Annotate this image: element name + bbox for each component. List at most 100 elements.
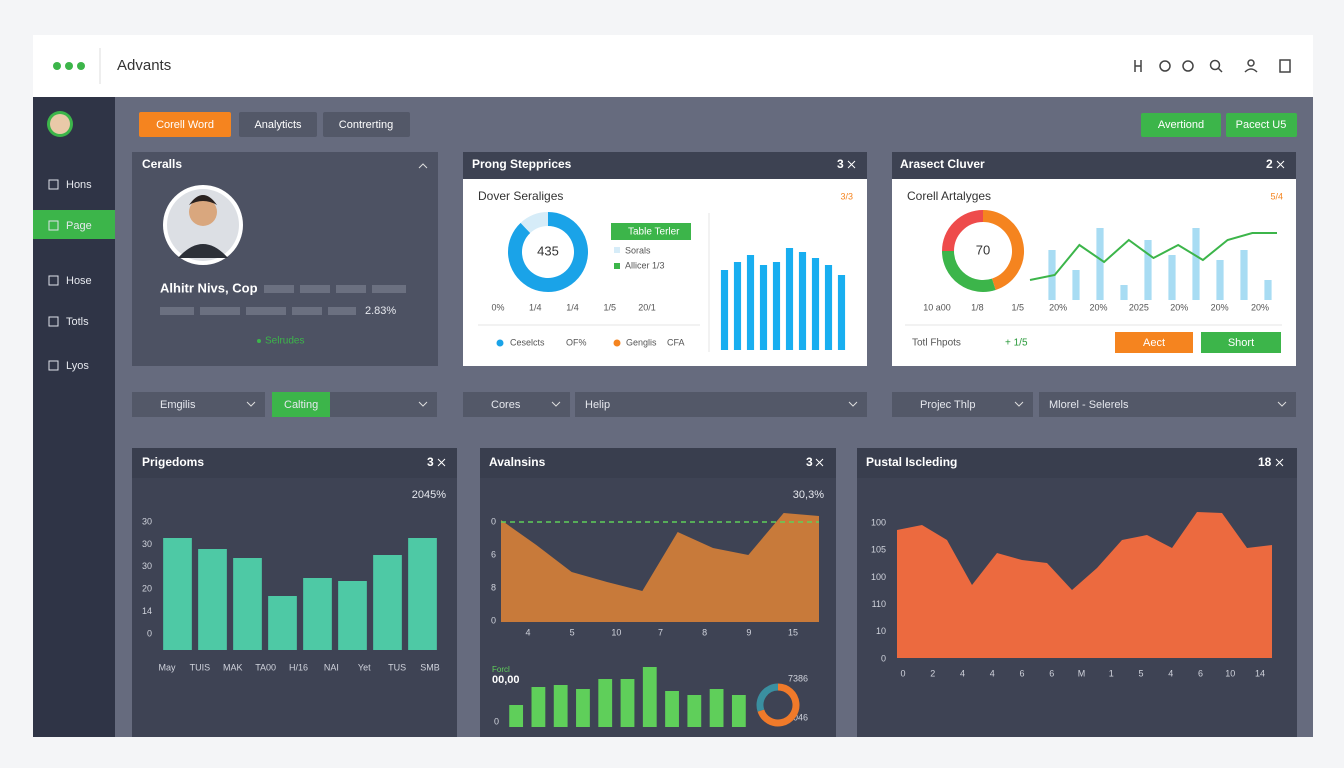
card-corner: 5/4 (1270, 191, 1283, 201)
y-tick-label: 30 (142, 516, 152, 526)
profile-link[interactable]: Selrudes (265, 336, 304, 347)
nav-label[interactable]: Page (66, 220, 92, 232)
button[interactable] (1201, 332, 1281, 353)
placeholder (372, 285, 406, 293)
panel-header (480, 448, 836, 478)
x-tick-label: 20% (1049, 302, 1067, 312)
x-tick-label: 1/5 (1011, 302, 1024, 312)
app-title: Advants (117, 57, 171, 74)
close[interactable] (1275, 458, 1284, 467)
placeholder (328, 307, 356, 315)
tab-label[interactable]: Contrerting (339, 119, 393, 131)
nav-label[interactable]: Lyos (66, 360, 89, 372)
button-label[interactable]: Aect (1143, 337, 1165, 349)
icon[interactable] (1134, 60, 1142, 72)
tab-label[interactable]: Corell Word (156, 119, 214, 131)
nav-icon[interactable] (48, 275, 59, 286)
nav-label[interactable]: Totls (66, 316, 89, 328)
x-tick-label: TUS (388, 662, 406, 672)
icon[interactable] (1159, 60, 1171, 72)
icon[interactable] (1279, 59, 1291, 73)
small-value: 00,00 (492, 674, 520, 686)
photo-face (189, 198, 217, 226)
button[interactable] (1141, 113, 1221, 137)
bar (553, 685, 568, 727)
y-tick-label: 10 (876, 626, 886, 636)
bar (620, 679, 635, 727)
button-label[interactable]: Avertiond (1158, 119, 1204, 131)
footer-label: Genglis (626, 337, 657, 347)
x-tick-label: 7 (658, 627, 663, 637)
dropdown[interactable] (330, 392, 437, 417)
dropdown-label[interactable]: Projec Thlp (920, 399, 975, 411)
x-tick-label: 5 (570, 627, 575, 637)
nav-icon[interactable] (48, 220, 59, 231)
dropdown-label[interactable]: Cores (491, 399, 521, 411)
close[interactable] (1276, 160, 1285, 169)
button[interactable] (1226, 113, 1297, 137)
dropdown[interactable] (132, 392, 265, 417)
tab[interactable] (323, 112, 410, 137)
bar (1144, 240, 1152, 300)
photo-hair (189, 195, 217, 205)
cluster-panel (892, 152, 1296, 366)
dropdown[interactable] (463, 392, 570, 417)
x-tick-label: 4 (1168, 668, 1173, 678)
dropdown[interactable] (892, 392, 1033, 417)
close[interactable] (815, 458, 824, 467)
icon[interactable] (1182, 60, 1194, 72)
chevron[interactable] (418, 163, 428, 169)
dropdown-label[interactable]: Mlorel - Selerels (1049, 399, 1129, 411)
y-tick-label: 14 (142, 606, 152, 616)
bar (824, 265, 833, 350)
card-subtitle: Corell Artalyges (907, 189, 991, 203)
donut-label: 435 (537, 243, 559, 258)
button[interactable] (1115, 332, 1193, 353)
dropdown-label[interactable]: Calting (284, 399, 318, 411)
dropdown[interactable] (575, 392, 867, 417)
stock-panel (463, 152, 867, 366)
button-label[interactable]: Short (1228, 337, 1254, 349)
nav-icon[interactable] (48, 179, 59, 190)
button-label[interactable]: Pacect U5 (1236, 119, 1287, 131)
bar (772, 262, 781, 350)
toolbar-icons[interactable] (1134, 59, 1291, 73)
tab-label[interactable]: Analyticts (254, 119, 302, 131)
bar (576, 689, 590, 727)
dropdown-label[interactable]: Emgilis (160, 399, 196, 411)
small-zero: 0 (494, 716, 499, 726)
close[interactable] (437, 458, 446, 467)
x-tick-label: NAI (324, 662, 339, 672)
donut-segment (942, 210, 984, 252)
tab[interactable] (139, 112, 231, 137)
x-tick-label: TUIS (190, 662, 211, 672)
x-tick-label: TA00 (255, 662, 276, 672)
panel-title: Ceralls (142, 157, 182, 171)
nav-icon[interactable] (48, 360, 59, 371)
y-tick-label: 8 (491, 582, 496, 592)
tab[interactable] (239, 112, 317, 137)
nav-label[interactable]: Hose (66, 275, 92, 287)
legend-box-label: Table Terler (628, 227, 680, 238)
x-tick-label: 0 (900, 668, 905, 678)
x-tick-label: 15 (788, 627, 798, 637)
legend-label: Sorals (625, 245, 651, 255)
legend-box (611, 223, 691, 240)
icon[interactable] (1247, 59, 1255, 67)
sidebar-items: Hons Page Hose Totls Lyos (48, 179, 92, 372)
dropdown[interactable] (1039, 392, 1296, 417)
dropdown-label[interactable]: Helip (585, 399, 610, 411)
y-tick-label: 110 (872, 599, 886, 609)
x-tick-label: 20% (1089, 302, 1107, 312)
icon[interactable] (1209, 59, 1221, 71)
nav-label[interactable]: Hons (66, 179, 92, 191)
dropdown[interactable] (272, 392, 330, 417)
nav-icon[interactable] (48, 316, 59, 327)
bar (798, 252, 807, 350)
icon[interactable] (1244, 68, 1258, 73)
icon[interactable] (1217, 67, 1223, 73)
panel-title: Pustal Iscleding (866, 455, 957, 469)
y-tick-label: 6 (491, 549, 496, 559)
panel-title: Prigedoms (142, 455, 204, 469)
close[interactable] (847, 160, 856, 169)
